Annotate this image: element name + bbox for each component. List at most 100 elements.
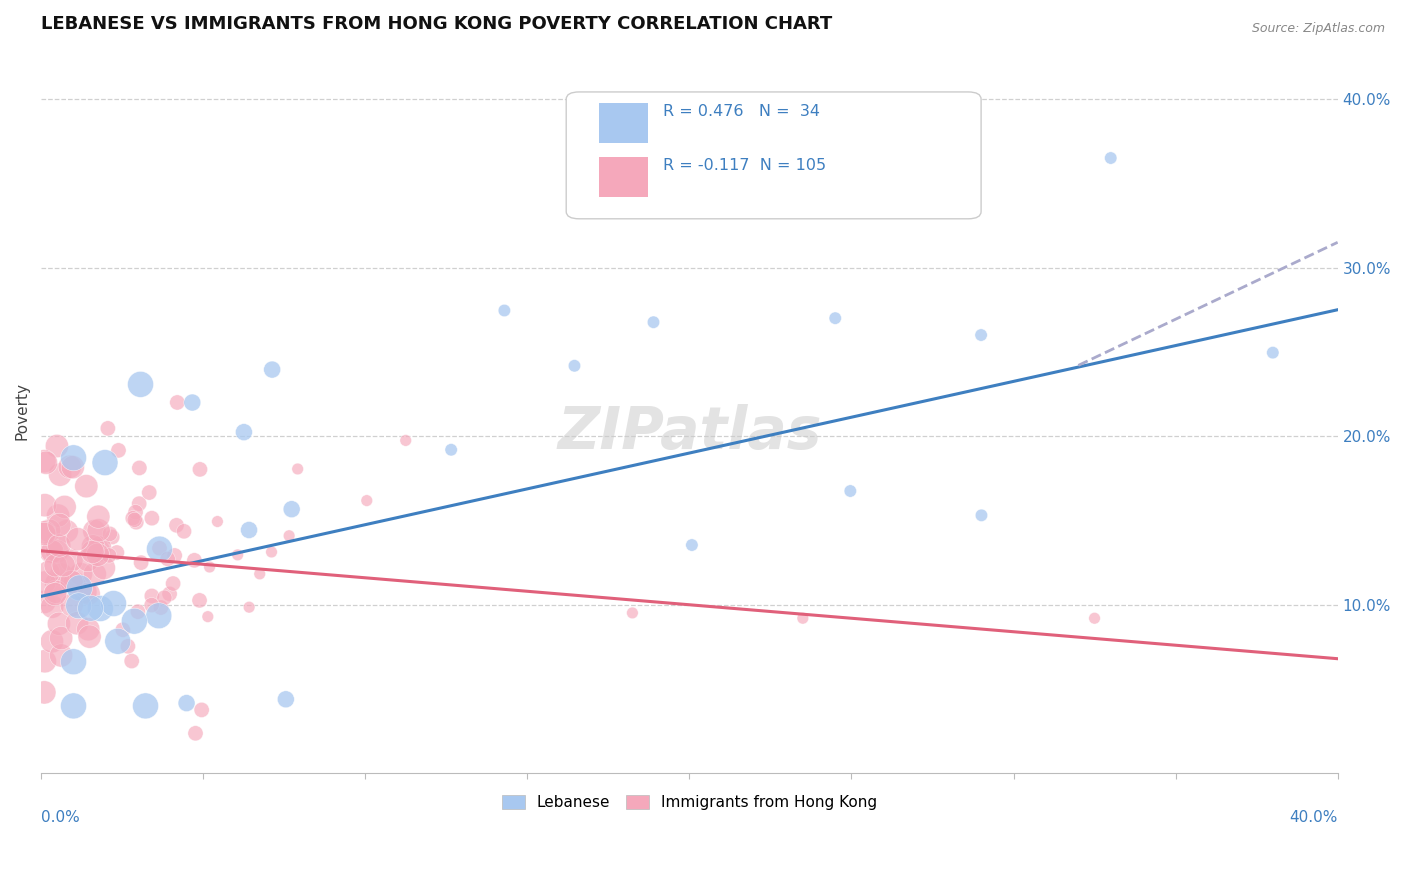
Point — [41, 634, 63, 648]
Point — [141, 598, 163, 612]
Point — [62, 450, 84, 465]
Point — [34, 575, 56, 590]
Point — [98, 527, 121, 541]
Point — [76, 553, 98, 567]
Point — [184, 726, 207, 740]
Point — [970, 328, 993, 343]
Point — [59, 459, 82, 474]
Point — [162, 576, 184, 591]
Y-axis label: Poverty: Poverty — [15, 382, 30, 440]
Point — [121, 654, 143, 668]
Point — [173, 524, 195, 539]
Point — [34, 454, 56, 468]
Point — [34, 527, 56, 541]
Point — [53, 500, 76, 514]
Point — [87, 543, 110, 558]
Point — [970, 508, 993, 523]
Point — [69, 567, 91, 582]
Text: R = -0.117  N = 105: R = -0.117 N = 105 — [664, 158, 827, 173]
Point — [494, 303, 516, 318]
Point — [183, 553, 205, 567]
Point — [1099, 151, 1122, 165]
Point — [278, 529, 301, 543]
Point — [190, 703, 212, 717]
Point — [681, 538, 703, 552]
Point — [238, 600, 260, 615]
Point — [89, 541, 111, 555]
Point — [148, 608, 170, 623]
Point — [440, 442, 463, 457]
Point — [153, 591, 176, 605]
Point — [51, 567, 73, 582]
Point — [287, 462, 309, 476]
Point — [97, 421, 120, 435]
Point — [83, 566, 105, 581]
Point — [792, 611, 814, 625]
Point — [37, 566, 59, 580]
Point — [87, 509, 110, 524]
Text: LEBANESE VS IMMIGRANTS FROM HONG KONG POVERTY CORRELATION CHART: LEBANESE VS IMMIGRANTS FROM HONG KONG PO… — [41, 15, 832, 33]
Point — [207, 515, 229, 529]
Point — [77, 622, 100, 636]
Point — [117, 640, 139, 654]
Bar — [599, 157, 648, 197]
Point — [55, 524, 77, 539]
Point — [260, 545, 283, 559]
Point — [41, 599, 63, 614]
Point — [49, 467, 72, 482]
Point — [103, 597, 125, 611]
Point — [79, 601, 101, 615]
Point — [141, 589, 163, 603]
Point — [46, 544, 69, 558]
Point — [49, 631, 72, 645]
Text: R = 0.476   N =  34: R = 0.476 N = 34 — [664, 103, 821, 119]
Point — [41, 544, 63, 558]
Point — [238, 523, 260, 537]
Text: Source: ZipAtlas.com: Source: ZipAtlas.com — [1251, 22, 1385, 36]
Point — [1083, 611, 1105, 625]
Point — [839, 483, 862, 498]
Point — [166, 395, 188, 409]
Point — [141, 511, 163, 525]
Point — [197, 609, 219, 624]
Bar — [599, 103, 648, 143]
Point — [105, 545, 128, 559]
Point — [107, 634, 129, 648]
Point — [63, 576, 86, 591]
FancyBboxPatch shape — [567, 92, 981, 219]
Point — [226, 548, 249, 562]
Text: 0.0%: 0.0% — [41, 811, 80, 825]
Point — [49, 648, 72, 663]
Point — [34, 685, 56, 699]
Point — [176, 696, 198, 710]
Point — [39, 544, 62, 558]
Point — [66, 616, 89, 631]
Point — [45, 584, 67, 599]
Point — [34, 654, 56, 668]
Point — [82, 540, 104, 554]
Point — [89, 601, 111, 615]
Point — [93, 561, 115, 575]
Point — [280, 502, 302, 516]
Point — [69, 581, 91, 595]
Point — [60, 553, 83, 567]
Point — [98, 549, 121, 563]
Point — [198, 560, 221, 574]
Point — [83, 524, 105, 538]
Text: 40.0%: 40.0% — [1289, 811, 1337, 825]
Point — [124, 513, 146, 527]
Point — [395, 434, 418, 448]
Point — [82, 545, 104, 559]
Point — [149, 600, 172, 615]
Point — [128, 461, 150, 475]
Point — [107, 443, 129, 458]
Point — [1261, 345, 1284, 359]
Point — [45, 558, 67, 573]
Point — [249, 566, 271, 581]
Point — [48, 539, 70, 553]
Point — [356, 493, 378, 508]
Point — [87, 548, 110, 562]
Point — [34, 525, 56, 540]
Point — [824, 311, 846, 326]
Point — [46, 439, 69, 453]
